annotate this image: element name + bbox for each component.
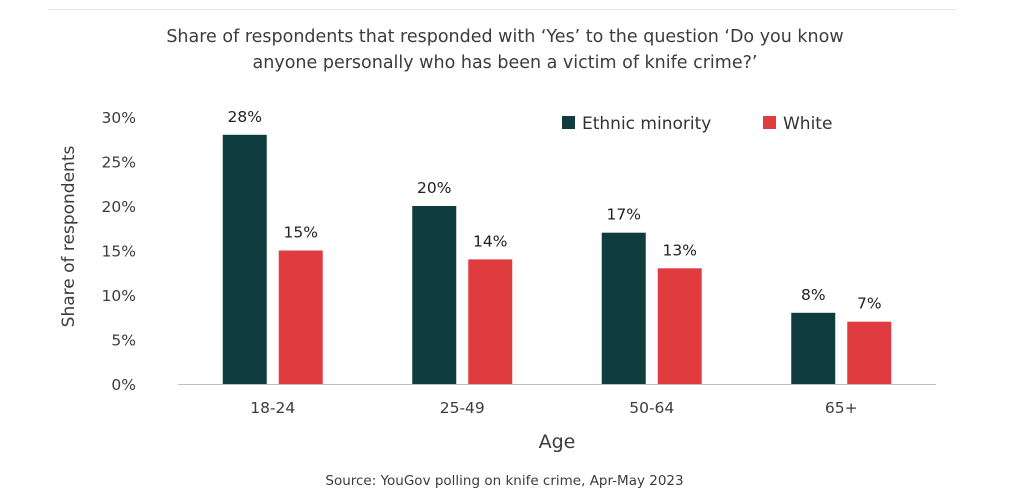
source-note: Source: YouGov polling on knife crime, A… [325, 473, 684, 489]
legend-swatch-white [763, 116, 776, 129]
y-tick-label: 15% [102, 243, 136, 261]
bar-ethnic-minority-50-64 [601, 232, 646, 384]
y-tick-label: 10% [102, 287, 136, 305]
y-axis-label: Share of respondents [59, 146, 79, 328]
data-label-white-18-24: 15% [284, 224, 318, 242]
chart-title: Share of respondents that responded with… [80, 24, 930, 76]
bar-white-50-64 [657, 268, 702, 384]
top-divider [48, 9, 956, 10]
y-tick-label: 20% [102, 198, 136, 216]
data-label-ethnic-minority-50-64: 17% [607, 206, 641, 224]
x-axis-categories: 18-24 25-49 50-64 65+ [250, 399, 857, 417]
x-tick-label: 65+ [825, 399, 858, 417]
data-label-white-50-64: 13% [663, 241, 697, 259]
legend-swatch-ethnic-minority [562, 116, 575, 129]
bar-ethnic-minority-18-24 [222, 134, 267, 384]
data-label-white-65+: 7% [857, 295, 882, 313]
data-labels: 28% 15% 20% 14% 17% 13% 8% 7% [228, 108, 882, 313]
chart-title-line-2: anyone personally who has been a victim … [252, 53, 758, 73]
bars [222, 134, 892, 384]
x-tick-label: 50-64 [629, 399, 674, 417]
y-tick-label: 5% [111, 332, 136, 350]
x-tick-label: 25-49 [440, 399, 485, 417]
legend-label-white: White [783, 114, 832, 134]
y-tick-label: 30% [102, 109, 136, 127]
x-tick-label: 18-24 [250, 399, 295, 417]
y-tick-label: 25% [102, 154, 136, 172]
y-axis-ticks: 0% 5% 10% 15% 20% 25% 30% [102, 109, 136, 394]
x-axis-label: Age [539, 431, 576, 453]
data-label-white-25-49: 14% [473, 232, 507, 250]
legend-label-ethnic-minority: Ethnic minority [582, 114, 711, 134]
bar-ethnic-minority-25-49 [412, 206, 457, 384]
legend: Ethnic minority White [562, 114, 832, 134]
y-tick-label: 0% [111, 376, 136, 394]
data-label-ethnic-minority-25-49: 20% [417, 179, 451, 197]
bar-white-25-49 [468, 259, 513, 384]
data-label-ethnic-minority-65+: 8% [801, 286, 826, 304]
bar-white-65+ [847, 321, 892, 384]
data-label-ethnic-minority-18-24: 28% [228, 108, 262, 126]
chart-title-line-1: Share of respondents that responded with… [166, 27, 844, 47]
bar-white-18-24 [278, 250, 323, 384]
bar-ethnic-minority-65+ [791, 312, 836, 384]
